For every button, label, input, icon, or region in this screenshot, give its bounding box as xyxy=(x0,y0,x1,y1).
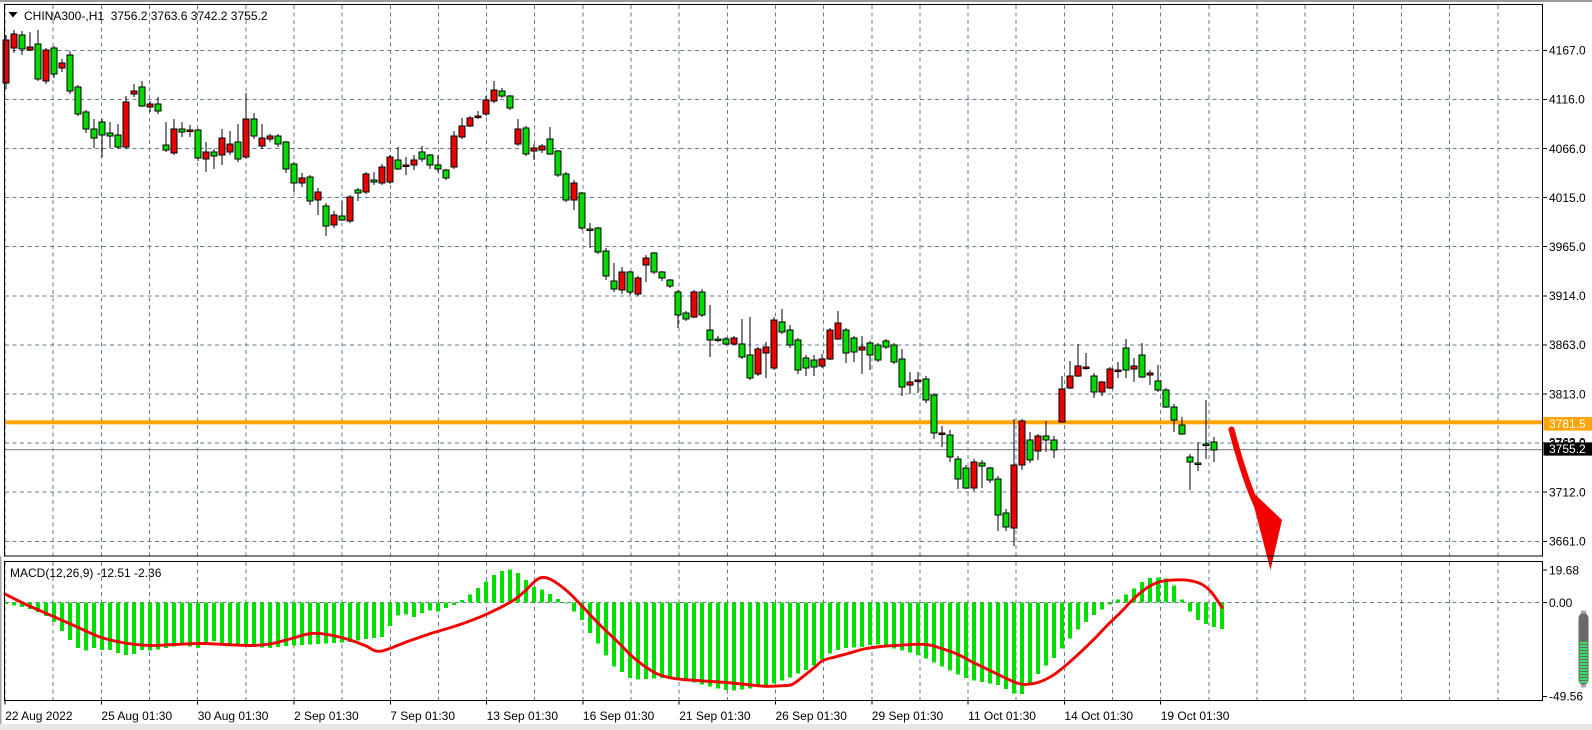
svg-text:7 Sep 01:30: 7 Sep 01:30 xyxy=(390,709,455,723)
svg-text:30 Aug 01:30: 30 Aug 01:30 xyxy=(198,709,269,723)
svg-text:4066.0: 4066.0 xyxy=(1549,142,1586,156)
svg-text:19.68: 19.68 xyxy=(1549,564,1579,578)
svg-text:2 Sep 01:30: 2 Sep 01:30 xyxy=(294,709,359,723)
svg-text:3914.0: 3914.0 xyxy=(1549,289,1586,303)
svg-text:3755.2: 3755.2 xyxy=(1549,442,1586,456)
svg-text:MACD(12,26,9) -12.51 -2.36: MACD(12,26,9) -12.51 -2.36 xyxy=(10,566,162,580)
svg-text:3781.5: 3781.5 xyxy=(1549,417,1586,431)
svg-text:26 Sep 01:30: 26 Sep 01:30 xyxy=(776,709,848,723)
svg-text:29 Sep 01:30: 29 Sep 01:30 xyxy=(872,709,944,723)
svg-text:16 Sep 01:30: 16 Sep 01:30 xyxy=(583,709,655,723)
svg-text:4167.0: 4167.0 xyxy=(1549,44,1586,58)
svg-text:25 Aug 01:30: 25 Aug 01:30 xyxy=(101,709,172,723)
svg-text:4116.0: 4116.0 xyxy=(1549,93,1585,107)
svg-text:14 Oct 01:30: 14 Oct 01:30 xyxy=(1064,709,1133,723)
svg-text:3712.0: 3712.0 xyxy=(1549,486,1586,500)
svg-text:0.00: 0.00 xyxy=(1549,596,1573,610)
svg-text:4015.0: 4015.0 xyxy=(1549,191,1586,205)
svg-text:-49.56: -49.56 xyxy=(1549,690,1583,704)
svg-text:21 Sep 01:30: 21 Sep 01:30 xyxy=(679,709,751,723)
svg-text:3863.0: 3863.0 xyxy=(1549,338,1586,352)
svg-text:11 Oct 01:30: 11 Oct 01:30 xyxy=(968,709,1036,723)
svg-text:22 Aug 2022: 22 Aug 2022 xyxy=(5,709,73,723)
svg-text:13 Sep 01:30: 13 Sep 01:30 xyxy=(487,709,559,723)
svg-text:19 Oct 01:30: 19 Oct 01:30 xyxy=(1161,709,1230,723)
svg-text:3813.0: 3813.0 xyxy=(1549,387,1586,401)
svg-text:3965.0: 3965.0 xyxy=(1549,240,1586,254)
svg-text:CHINA300-,H1 3756.2 3763.6 37: CHINA300-,H1 3756.2 3763.6 3742.2 3755.2 xyxy=(24,9,268,23)
svg-text:3661.0: 3661.0 xyxy=(1549,535,1586,549)
